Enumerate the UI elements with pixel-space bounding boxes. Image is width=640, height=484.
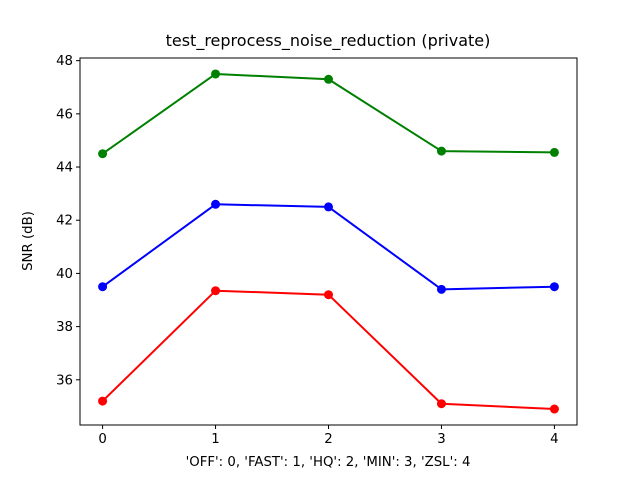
series-line-green <box>101 72 556 155</box>
x-tick-label: 1 <box>211 432 219 447</box>
x-axis-label: 'OFF': 0, 'FAST': 1, 'HQ': 2, 'MIN': 3, … <box>186 455 471 470</box>
data-point-green-x3 <box>436 146 446 156</box>
y-tick-label: 38 <box>56 320 73 335</box>
data-point-green-x1 <box>211 69 221 79</box>
data-point-red-x1 <box>211 286 221 296</box>
data-point-blue-x1 <box>211 199 221 209</box>
y-tick-label: 46 <box>56 107 73 122</box>
y-tick-label: 36 <box>56 373 73 388</box>
chart-title: test_reprocess_noise_reduction (private) <box>166 31 491 51</box>
data-series <box>98 69 559 414</box>
series-line-red <box>101 289 556 411</box>
x-tick-label: 2 <box>324 432 332 447</box>
data-point-red-x2 <box>324 290 333 300</box>
x-tick-label: 0 <box>98 432 106 447</box>
data-point-blue-x3 <box>436 284 446 294</box>
data-point-green-x2 <box>324 74 333 84</box>
x-tick-label: 3 <box>437 432 445 447</box>
data-point-blue-x0 <box>98 282 108 292</box>
series-line-blue <box>101 203 556 291</box>
data-point-blue-x4 <box>549 282 559 292</box>
y-tick-label: 40 <box>56 267 73 282</box>
y-axis-label: SNR (dB) <box>21 211 36 271</box>
x-tick-label: 4 <box>550 432 558 447</box>
data-point-blue-x2 <box>324 202 333 212</box>
y-tick-label: 48 <box>56 54 73 69</box>
plot-border <box>79 57 578 426</box>
axis-ticks: 36 38 40 42 44 46 48 0 1 2 3 4 <box>56 54 559 447</box>
data-point-green-x0 <box>98 149 108 159</box>
y-tick-label: 42 <box>56 214 73 229</box>
y-tick-label: 44 <box>56 161 73 176</box>
data-point-red-x3 <box>436 399 446 409</box>
data-point-red-x4 <box>549 404 559 414</box>
data-point-red-x0 <box>98 396 108 406</box>
data-point-green-x4 <box>549 147 559 157</box>
